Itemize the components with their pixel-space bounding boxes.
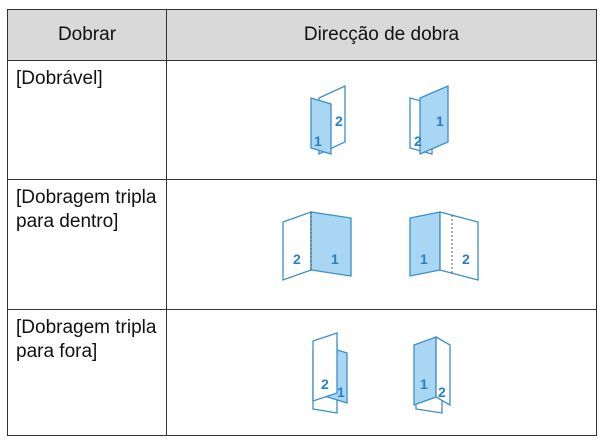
fold-icon: 1 2	[413, 335, 451, 414]
page-number: 1	[337, 384, 345, 400]
row-label: [Dobragem tripla para dentro]	[7, 179, 167, 310]
page-number: 2	[462, 251, 470, 267]
fold-icon: 1 2	[310, 84, 346, 156]
fold-icon: 2 1	[312, 331, 348, 414]
row: [Dobragem tripla para fora] 2 1 1 2	[7, 309, 597, 436]
row-label: [Dobragem tripla para fora]	[7, 309, 167, 436]
fold-icon: 1 2	[409, 210, 479, 281]
page-number: 2	[438, 384, 446, 400]
row: [Dobragem tripla para dentro] 2 1 1 2	[7, 179, 597, 310]
page-number: 2	[414, 133, 422, 149]
fold-icon: 2 1	[409, 85, 449, 155]
header-cell: Dobrar	[7, 9, 167, 61]
page-number: 2	[321, 376, 329, 392]
page-number: 1	[420, 376, 428, 392]
header-cell: Direcção de dobra	[166, 9, 597, 61]
row-label: [Dobrável]	[7, 60, 167, 180]
page-number: 1	[420, 251, 428, 267]
page-number: 1	[314, 133, 322, 149]
page-number: 1	[436, 113, 444, 129]
page-number: 2	[293, 251, 301, 267]
icon-cell: 2 1 1 2	[166, 179, 597, 310]
page-number: 2	[335, 113, 343, 129]
icon-cell: 1 2 2 1	[166, 60, 597, 180]
header-row: Dobrar Direcção de dobra	[7, 9, 597, 61]
fold-icon: 2 1	[282, 210, 352, 281]
row: [Dobrável] 1 2 2 1	[7, 60, 597, 180]
icon-cell: 2 1 1 2	[166, 309, 597, 436]
fold-table: Dobrar Direcção de dobra [Dobrável] 1 2 …	[7, 9, 597, 436]
page-number: 1	[331, 251, 339, 267]
